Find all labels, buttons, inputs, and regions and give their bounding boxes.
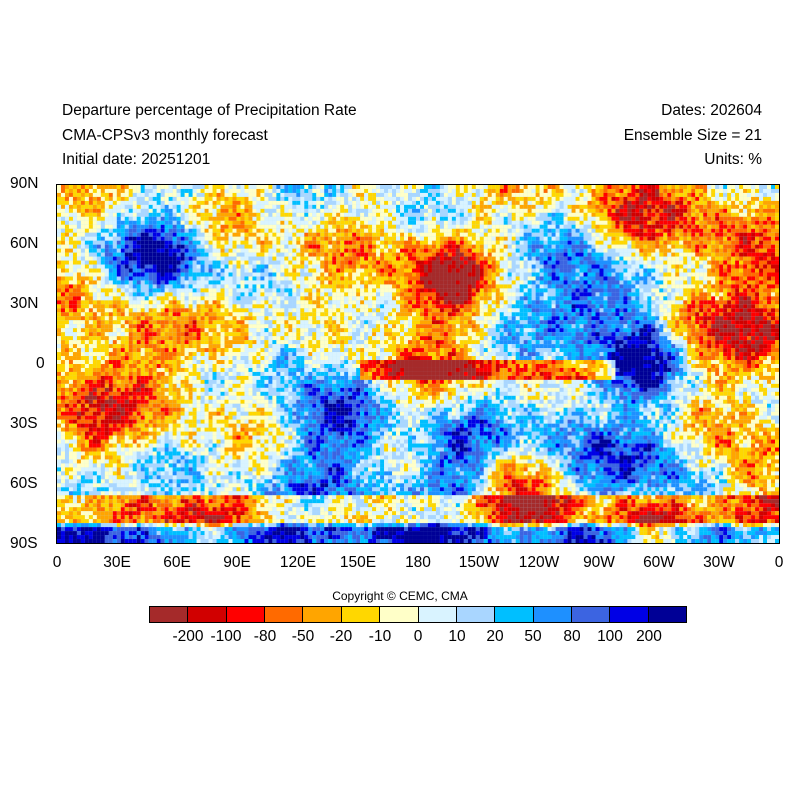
lon-label-60e: 60E <box>163 554 191 571</box>
legend-label-0: 0 <box>413 628 423 645</box>
lat-label-90n: 90N <box>10 175 39 192</box>
legend-label-100: 100 <box>597 628 623 645</box>
map-field <box>57 185 779 543</box>
legend-label-50: 50 <box>524 628 542 645</box>
legend-label-m200: -200 <box>172 628 204 645</box>
legend-swatch-7 <box>380 607 419 622</box>
legend-swatch-1 <box>150 607 189 622</box>
lat-label-equator: 0 <box>36 355 45 372</box>
lat-label-30n: 30N <box>10 295 39 312</box>
legend-label-m20: -20 <box>329 628 353 645</box>
legend-swatch-10 <box>495 607 534 622</box>
lon-label-30w: 30W <box>703 554 735 571</box>
initial-date: Initial date: 20251201 <box>62 151 211 168</box>
lat-label-30s: 30S <box>10 415 38 432</box>
legend-swatch-14 <box>648 607 687 622</box>
legend-label-200: 200 <box>636 628 662 645</box>
units-label: Units: % <box>704 151 762 168</box>
legend-swatch-5 <box>303 607 342 622</box>
legend-swatch-9 <box>456 607 496 622</box>
legend-swatch-2 <box>188 607 227 622</box>
precipitation-field <box>57 185 779 543</box>
legend-swatch-3 <box>226 607 266 622</box>
legend-swatch-12 <box>571 607 611 622</box>
lon-label-120e: 120E <box>279 554 317 571</box>
legend-label-m100: -100 <box>210 628 242 645</box>
legend-label-20: 20 <box>486 628 504 645</box>
legend-label-m50: -50 <box>291 628 315 645</box>
legend-label-80: 80 <box>563 628 581 645</box>
lon-label-60w: 60W <box>643 554 675 571</box>
legend-swatch-8 <box>418 607 457 622</box>
ensemble-size: Ensemble Size = 21 <box>623 127 762 144</box>
legend-swatch-6 <box>341 607 381 622</box>
lon-label-90e: 90E <box>223 554 251 571</box>
lon-label-120w: 120W <box>518 554 560 571</box>
legend-swatch-11 <box>533 607 572 622</box>
lon-label-0: 0 <box>52 554 62 571</box>
model-name: CMA-CPSv3 monthly forecast <box>62 127 268 144</box>
lon-label-90w: 90W <box>583 554 615 571</box>
legend-swatch-4 <box>265 607 304 622</box>
legend-label-10: 10 <box>448 628 466 645</box>
legend-swatch-13 <box>610 607 649 622</box>
lon-label-180: 180 <box>405 554 431 571</box>
lon-label-0-end: 0 <box>774 554 784 571</box>
lat-label-60s: 60S <box>10 475 38 492</box>
precipitation-map <box>56 184 780 544</box>
lon-label-150w: 150W <box>458 554 500 571</box>
copyright-notice: Copyright © CEMC, CMA <box>332 589 468 603</box>
map-title: Departure percentage of Precipitation Ra… <box>62 102 357 119</box>
lat-label-90s: 90S <box>10 535 38 552</box>
legend-label-m10: -10 <box>368 628 392 645</box>
lon-label-30e: 30E <box>103 554 131 571</box>
color-legend-bar <box>149 606 687 623</box>
lat-label-60n: 60N <box>10 235 39 252</box>
forecast-dates: Dates: 202604 <box>661 102 762 119</box>
legend-label-m80: -80 <box>253 628 277 645</box>
lon-label-150e: 150E <box>339 554 377 571</box>
